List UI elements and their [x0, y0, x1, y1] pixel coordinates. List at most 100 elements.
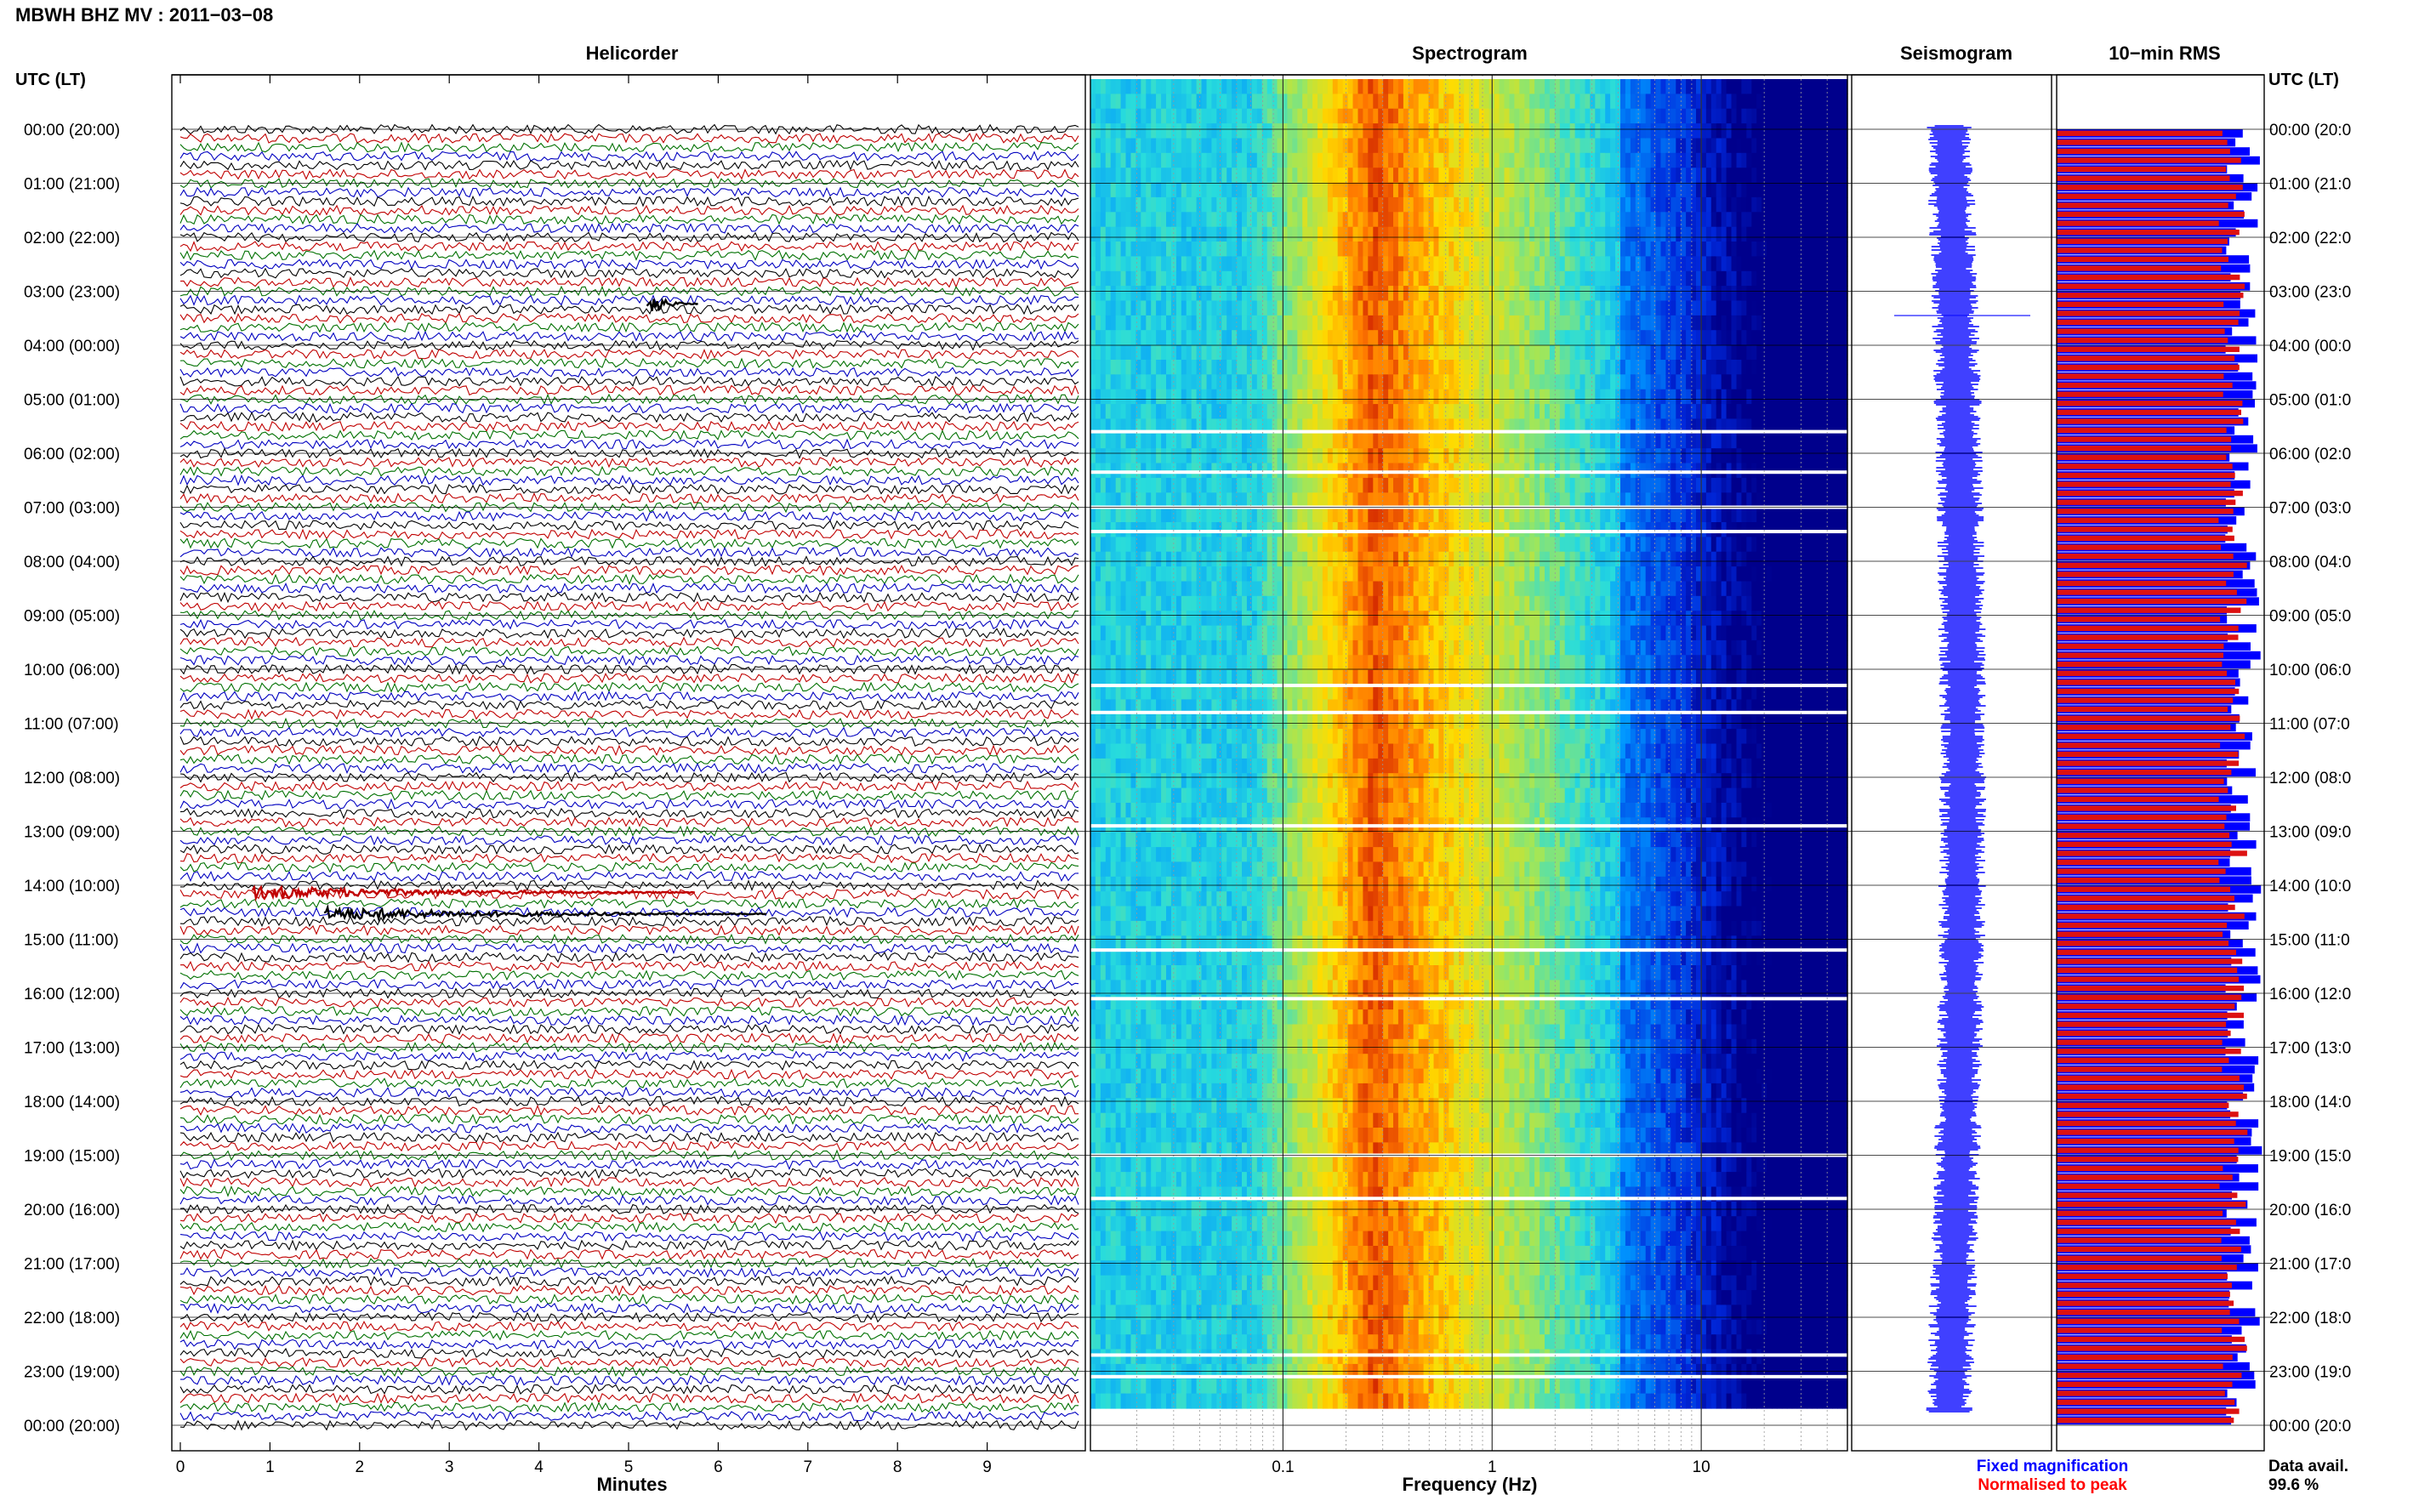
spectrogram-cell — [1120, 212, 1127, 228]
spectrogram-cell — [1186, 1038, 1192, 1054]
spectrogram-cell — [1136, 123, 1141, 139]
spectrogram-cell — [1237, 108, 1243, 124]
spectrogram-cell — [1206, 108, 1212, 124]
spectrogram-cell — [1181, 965, 1187, 981]
spectrogram-cell — [1251, 1038, 1258, 1054]
spectrogram-cell — [1332, 256, 1339, 272]
spectrogram-cell — [1095, 581, 1101, 597]
spectrogram-cell — [1191, 138, 1198, 154]
spectrogram-cell — [1216, 522, 1222, 537]
spectrogram-cell — [1342, 330, 1349, 346]
spectrogram-cell — [1292, 1231, 1298, 1247]
spectrogram-cell — [1251, 108, 1258, 124]
spectrogram-cell — [1146, 256, 1152, 272]
spectrogram-cell — [1170, 1112, 1177, 1128]
spectrogram-cell — [1110, 242, 1117, 257]
spectrogram-cell — [1237, 256, 1243, 272]
spectrogram-cell — [1261, 1054, 1268, 1070]
spectrogram-cell — [1357, 980, 1363, 996]
spectrogram-cell — [1352, 743, 1358, 759]
spectrogram-cell — [1292, 729, 1298, 745]
spectrogram-cell — [1357, 950, 1363, 966]
spectrogram-cell — [1251, 522, 1258, 537]
spectrogram-cell — [1115, 1157, 1122, 1173]
spectrogram-cell — [1115, 611, 1122, 627]
spectrogram-cell — [1136, 1349, 1141, 1365]
spectrogram-cell — [1136, 182, 1141, 198]
spectrogram-cell — [1125, 108, 1131, 124]
spectrogram-cell — [1161, 758, 1167, 774]
spectrogram-cell — [1251, 1246, 1258, 1261]
spectrogram-cell — [1100, 433, 1107, 449]
spectrogram-cell — [1232, 655, 1238, 671]
spectrogram-cell — [1141, 492, 1147, 509]
spectrogram-cell — [1327, 1275, 1334, 1291]
spectrogram-cell — [1221, 1349, 1227, 1365]
spectrogram-cell — [1302, 980, 1308, 996]
spectrogram-cell — [1105, 1275, 1112, 1291]
spectrogram-cell — [1151, 639, 1157, 656]
spectrogram-cell — [1141, 270, 1147, 287]
spectrogram-cell — [1327, 1172, 1334, 1188]
spectrogram-cell — [1322, 803, 1329, 818]
spectrogram-cell — [1282, 551, 1288, 567]
spectrogram-cell — [1352, 1038, 1358, 1054]
spectrogram-cell — [1181, 551, 1187, 567]
spectrogram-cell — [1251, 433, 1258, 449]
spectrogram-cell — [1186, 226, 1192, 242]
spectrogram-cell — [1115, 522, 1122, 537]
spectrogram-cell — [1347, 507, 1354, 523]
spectrogram-cell — [1110, 212, 1117, 228]
spectrogram-cell — [1256, 330, 1263, 346]
spectrogram-cell — [1242, 522, 1248, 537]
spectrogram-cell — [1261, 1275, 1268, 1291]
spectrogram-cell — [1237, 270, 1243, 287]
spectrogram-cell — [1206, 1290, 1212, 1306]
spectrogram-cell — [1161, 507, 1167, 523]
spectrogram-cell — [1201, 685, 1207, 700]
spectrogram-cell — [1110, 1068, 1117, 1084]
spectrogram-cell — [1277, 492, 1283, 509]
spectrogram-cell — [1186, 595, 1192, 611]
spectrogram-cell — [1170, 330, 1177, 346]
spectrogram-cell — [1120, 1275, 1127, 1291]
spectrogram-cell — [1156, 861, 1162, 878]
spectrogram-cell — [1221, 360, 1227, 375]
spectrogram-cell — [1136, 920, 1141, 936]
spectrogram-cell — [1318, 94, 1323, 110]
spectrogram-cell — [1136, 1009, 1141, 1026]
spectrogram-cell — [1136, 699, 1141, 715]
spectrogram-cell — [1327, 1378, 1334, 1395]
spectrogram-cell — [1110, 713, 1117, 730]
spectrogram-cell — [1227, 861, 1232, 878]
spectrogram-cell — [1347, 876, 1354, 892]
spectrogram-cell — [1151, 994, 1157, 1010]
spectrogram-cell — [1146, 965, 1152, 981]
spectrogram-cell — [1115, 1038, 1122, 1054]
spectrogram-cell — [1166, 713, 1172, 730]
spectrogram-cell — [1206, 655, 1212, 671]
spectrogram-cell — [1095, 980, 1101, 996]
spectrogram-cell — [1141, 168, 1147, 184]
spectrogram-cell — [1115, 581, 1122, 597]
spectrogram-cell — [1342, 847, 1349, 863]
spectrogram-cell — [1125, 300, 1131, 316]
spectrogram-cell — [1136, 344, 1141, 361]
spectrogram-cell — [1191, 389, 1198, 405]
spectrogram-cell — [1347, 286, 1354, 302]
spectrogram-cell — [1090, 611, 1096, 627]
spectrogram-cell — [1120, 1246, 1127, 1261]
spectrogram-cell — [1337, 1024, 1344, 1040]
spectrogram-cell — [1246, 1112, 1253, 1128]
spectrogram-cell — [1186, 1098, 1192, 1114]
spectrogram-cell — [1175, 138, 1182, 154]
spectrogram-cell — [1256, 79, 1263, 94]
spectrogram-cell — [1292, 595, 1298, 611]
spectrogram-cell — [1246, 1349, 1253, 1365]
spectrogram-cell — [1327, 1305, 1334, 1321]
spectrogram-cell — [1206, 79, 1212, 94]
spectrogram-cell — [1100, 950, 1107, 966]
spectrogram-cell — [1136, 300, 1141, 316]
spectrogram-cell — [1196, 168, 1203, 184]
spectrogram-cell — [1115, 182, 1122, 198]
